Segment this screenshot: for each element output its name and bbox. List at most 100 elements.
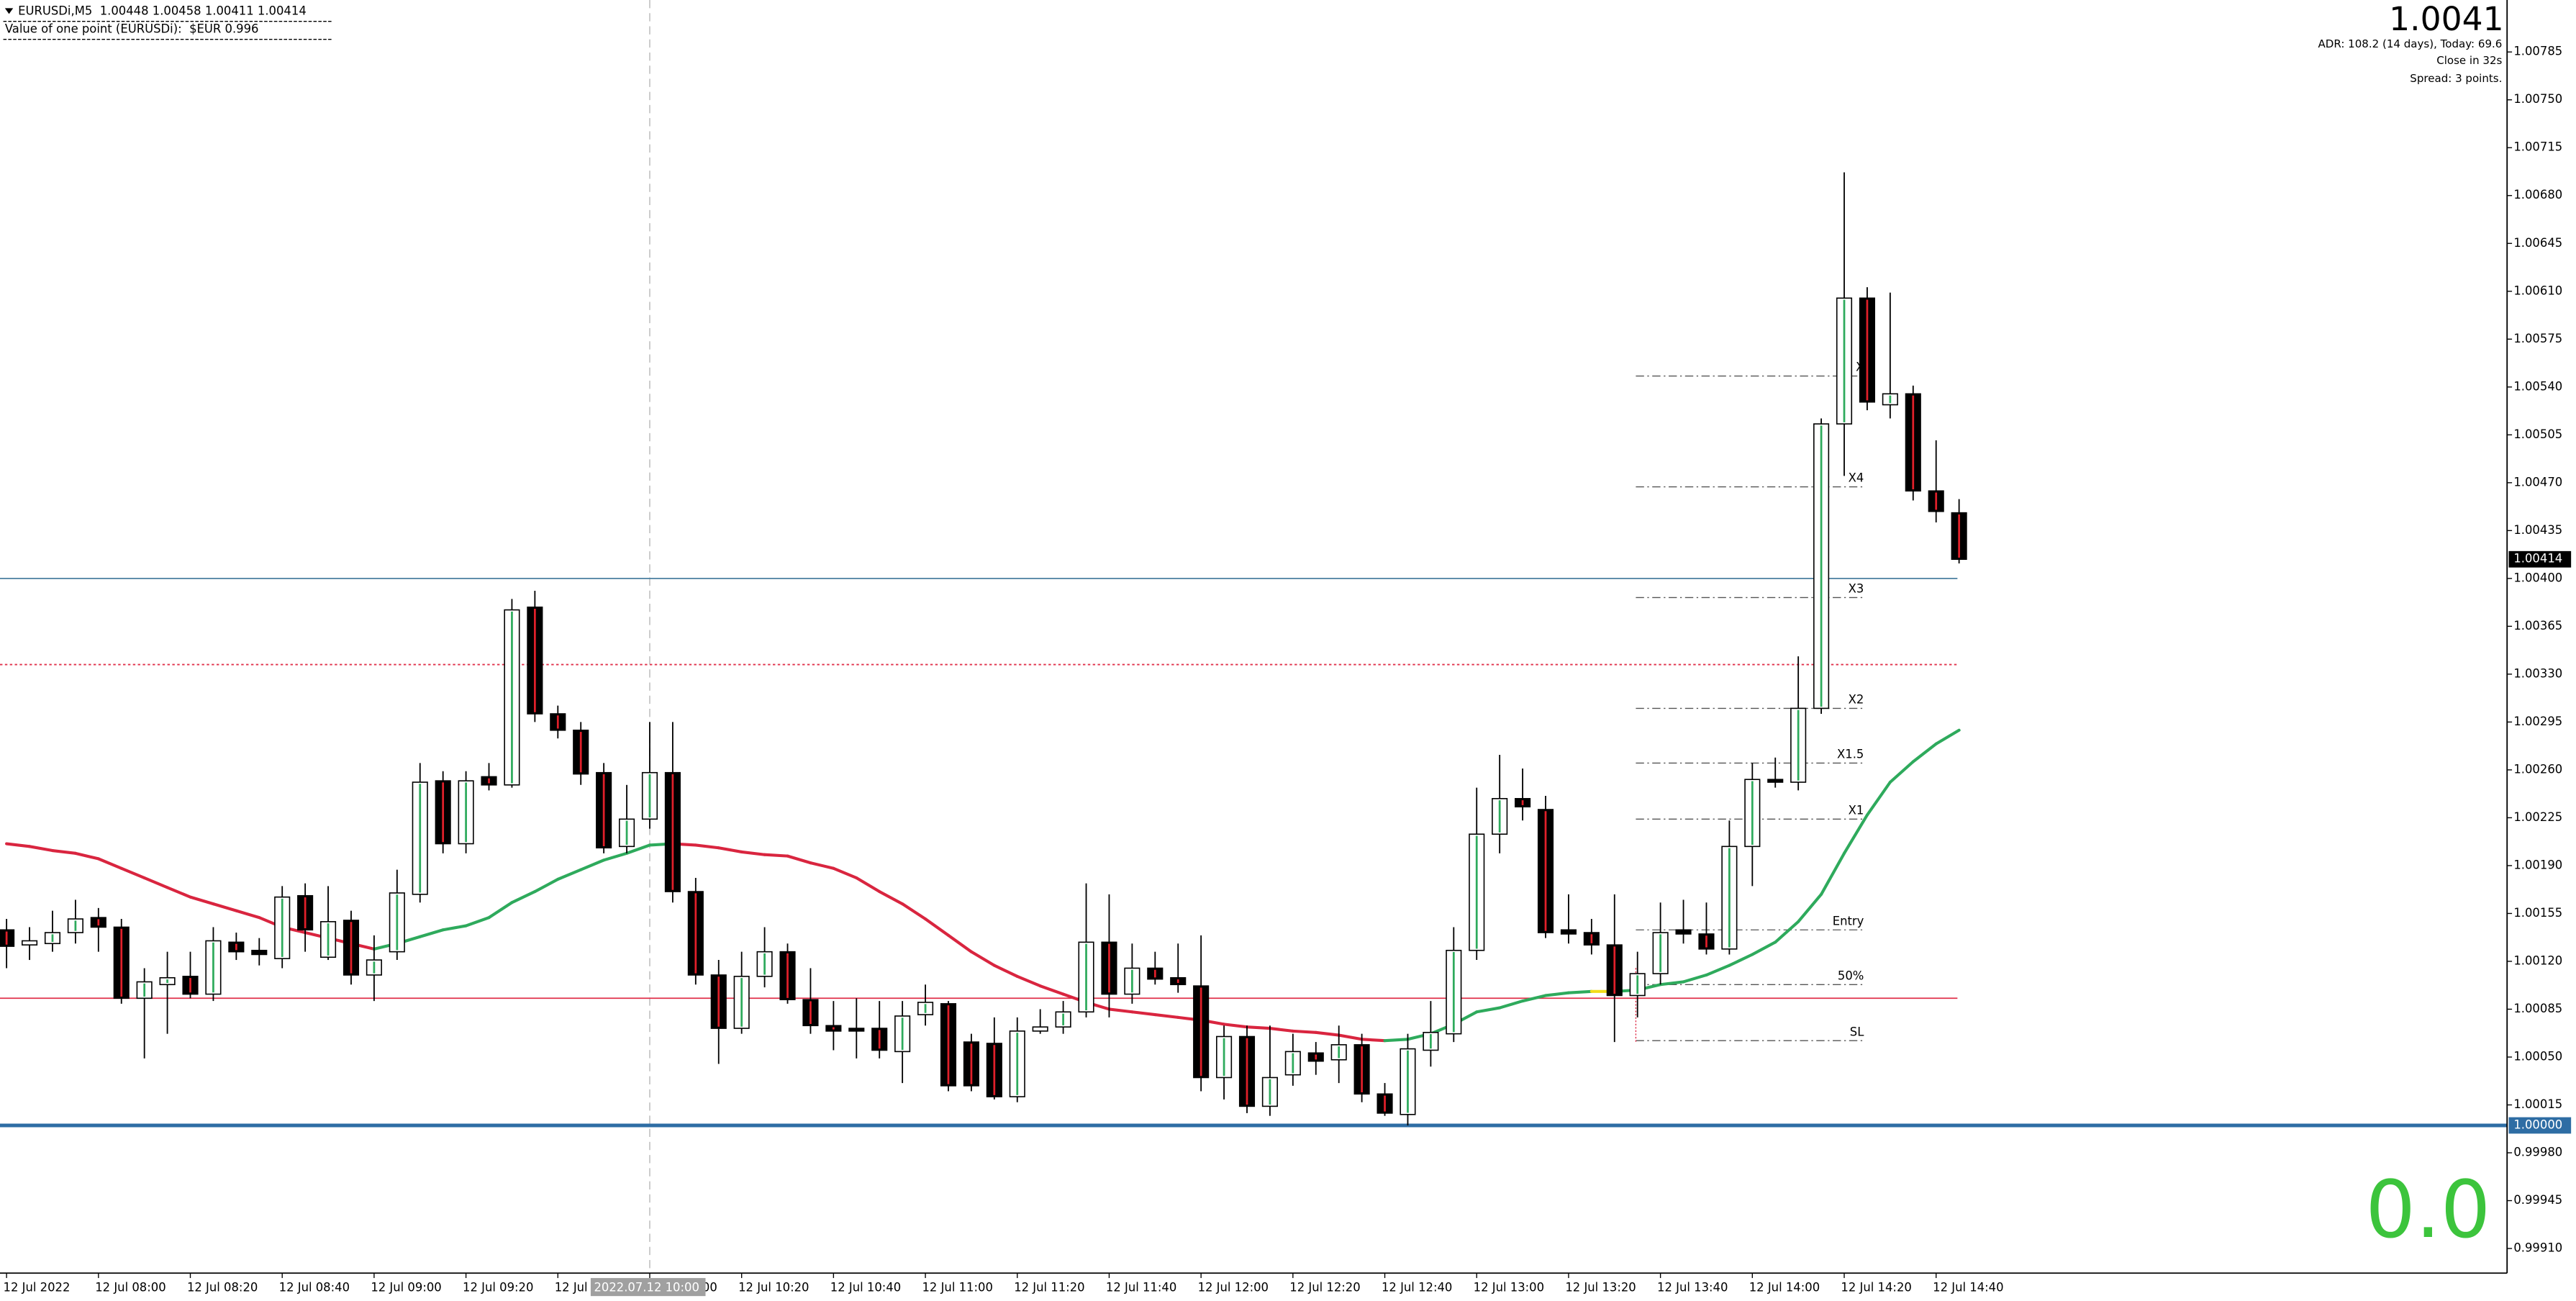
x-tick-label: 12 Jul 08:40 — [279, 1280, 350, 1294]
moving-average — [1659, 980, 1685, 987]
moving-average — [1521, 994, 1548, 1003]
moving-average — [73, 851, 100, 861]
close-timer: Close in 32s — [2436, 54, 2502, 67]
moving-average — [487, 901, 514, 920]
y-tick-label: 1.00050 — [2513, 1049, 2562, 1063]
moving-average — [1865, 780, 1892, 817]
trade-level-label: 50% — [1838, 969, 1864, 982]
moving-average — [1820, 851, 1846, 896]
last-price-label: 1.00414 — [2513, 552, 2562, 566]
y-tick-label: 0.99945 — [2513, 1193, 2562, 1207]
moving-average — [1038, 984, 1065, 996]
y-tick-label: 1.00610 — [2513, 284, 2562, 297]
y-tick-label: 1.00365 — [2513, 619, 2562, 633]
crosshair-label: 2022.07.12 10:00 — [594, 1280, 699, 1294]
moving-average — [1888, 760, 1915, 784]
last-price-tag — [2508, 550, 2572, 568]
x-tick-label: 12 Jul 14:20 — [1841, 1280, 1911, 1294]
trade-level-label: X3 — [1849, 582, 1864, 596]
moving-average — [1842, 813, 1869, 855]
moving-average — [1498, 999, 1525, 1010]
x-tick-label: 12 Jul 2022 — [4, 1280, 71, 1294]
moving-average — [579, 858, 606, 871]
candle-body — [1675, 929, 1692, 935]
moving-average — [464, 916, 491, 928]
moving-average — [901, 902, 928, 921]
price-level-tag — [2508, 1117, 2572, 1134]
x-tick-label: 12 Jul 09:20 — [463, 1280, 533, 1294]
trade-level-label: Entry — [1833, 914, 1864, 928]
chart-title: EURUSDi,M5 1.00448 1.00458 1.00411 1.004… — [18, 4, 307, 17]
moving-average — [1153, 1013, 1180, 1019]
y-tick-label: 0.99910 — [2513, 1241, 2562, 1255]
candle-body — [1560, 929, 1577, 935]
moving-average — [602, 851, 629, 862]
moving-average — [969, 950, 996, 967]
moving-average — [189, 895, 215, 906]
moving-average — [165, 886, 192, 899]
moving-average — [992, 964, 1019, 978]
moving-average — [1682, 973, 1708, 984]
moving-average — [1245, 1025, 1271, 1030]
y-tick-label: 1.00540 — [2513, 379, 2562, 393]
moving-average — [96, 857, 123, 870]
moving-average — [1015, 974, 1042, 988]
candle-body — [251, 949, 268, 956]
price-level-label: 1.00000 — [2513, 1118, 2562, 1132]
moving-average — [1268, 1027, 1294, 1033]
y-tick-label: 1.00260 — [2513, 762, 2562, 776]
x-tick-label: 12 Jul 11:20 — [1014, 1280, 1084, 1294]
moving-average — [119, 866, 146, 880]
y-tick-label: 1.00645 — [2513, 236, 2562, 250]
moving-average — [1337, 1033, 1364, 1041]
moving-average — [556, 868, 583, 881]
y-tick-label: 1.00575 — [2513, 332, 2562, 345]
y-tick-label: 1.00015 — [2513, 1097, 2562, 1111]
moving-average — [533, 877, 560, 894]
x-tick-label: 12 Jul 08:20 — [187, 1280, 258, 1294]
moving-average — [212, 902, 238, 912]
moving-average — [441, 924, 468, 932]
y-tick-label: 1.00190 — [2513, 858, 2562, 871]
moving-average — [1705, 964, 1731, 977]
moving-average — [832, 866, 858, 880]
chart-subtitle: Value of one point (EURUSDi): $EUR 0.996 — [5, 22, 259, 36]
trade-level-label: X4 — [1849, 471, 1864, 485]
y-tick-label: 1.00400 — [2513, 571, 2562, 584]
x-tick-label: 12 Jul 12:40 — [1382, 1280, 1452, 1294]
counter: 0.0 — [2365, 1164, 2490, 1256]
moving-average — [924, 917, 951, 937]
x-tick-label: 12 Jul 11:40 — [1106, 1280, 1176, 1294]
moving-average — [418, 928, 445, 938]
y-tick-label: 1.00225 — [2513, 810, 2562, 824]
y-tick-label: 1.00750 — [2513, 92, 2562, 106]
menu-arrow[interactable] — [4, 8, 14, 14]
x-tick-label: 12 Jul 13:00 — [1474, 1280, 1544, 1294]
moving-average — [1130, 1010, 1157, 1017]
moving-average — [1774, 920, 1800, 944]
y-tick-label: 1.00435 — [2513, 523, 2562, 537]
y-tick-label: 1.00785 — [2513, 45, 2562, 58]
x-tick-label: 12 Jul 12:00 — [1198, 1280, 1269, 1294]
y-tick-label: 1.00155 — [2513, 906, 2562, 920]
moving-average — [1751, 940, 1777, 956]
moving-average — [1543, 991, 1570, 997]
moving-average — [1566, 989, 1593, 994]
moving-average — [235, 909, 261, 920]
y-tick-label: 1.00505 — [2513, 427, 2562, 441]
moving-average — [878, 889, 904, 906]
y-tick-label: 0.99980 — [2513, 1146, 2562, 1159]
y-tick-label: 1.00085 — [2513, 1002, 2562, 1015]
moving-average — [50, 848, 77, 855]
moving-average — [1797, 892, 1823, 923]
moving-average — [1475, 1006, 1502, 1014]
x-tick-label: 12 Jul 11:00 — [922, 1280, 993, 1294]
candle-body — [1767, 779, 1784, 783]
adr-info: ADR: 108.2 (14 days), Today: 69.6 — [2318, 37, 2503, 50]
moving-average — [1107, 1007, 1134, 1014]
moving-average — [763, 853, 789, 858]
y-tick-label: 1.00470 — [2513, 475, 2562, 489]
y-tick-label: 1.00680 — [2513, 188, 2562, 201]
moving-average — [740, 850, 766, 856]
